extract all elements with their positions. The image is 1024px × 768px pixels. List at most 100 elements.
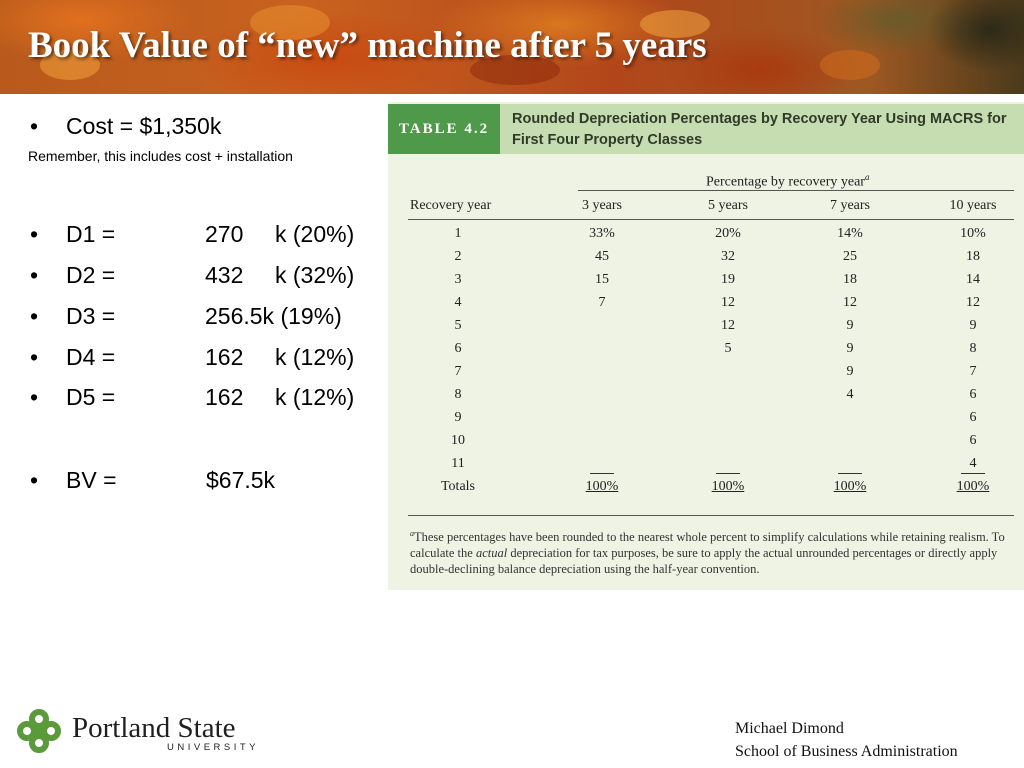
percentage-cell: 12 [843,295,857,310]
percentage-cell: 15 [595,272,609,287]
total-cell: 100% [711,479,745,494]
column-header-rule [408,219,1014,220]
recovery-year-cell: 10 [451,433,465,448]
footnote-text-start: These percentages have been rounded to t… [410,530,1005,561]
group-header: Percentage by recovery yeara [706,172,869,191]
recovery-year-cell: 3 [454,272,462,287]
university-word: UNIVERSITY [167,742,260,753]
percentage-cell: 5 [724,341,732,356]
percentage-cell: 7 [969,364,977,379]
recovery-year-cell: 4 [454,295,462,310]
column-header: Recovery year [410,198,492,213]
recovery-year-cell: 1 [454,226,462,241]
author-block: Michael Dimond School of Business Admini… [735,717,958,763]
column-sum-rule [838,473,862,474]
bullet-dot: • [30,262,39,288]
slide-title: Book Value of “new” machine after 5 year… [28,25,707,66]
percentage-cell: 9 [969,318,977,333]
percentage-cell: 7 [598,295,606,310]
table-footnote: aThese percentages have been rounded to … [410,526,1010,577]
recovery-year-cell: 11 [451,456,465,471]
percentage-cell: 25 [843,249,857,264]
macrs-table-figure: TABLE 4.2 Rounded Depreciation Percentag… [388,102,1024,590]
depreciation-unit: k (20%) [275,221,355,247]
percentage-cell: 9 [846,318,854,333]
table-number-label: TABLE 4.2 [388,104,500,154]
bullet-dot: • [30,344,39,370]
percentage-cell: 4 [969,456,977,471]
percentage-cell: 6 [969,410,977,425]
depreciation-label: D2 = [66,262,116,288]
percentage-cell: 18 [966,249,980,264]
column-sum-rule [590,473,614,474]
group-header-footnote-mark: a [864,172,870,182]
percentage-cell: 14% [837,226,863,241]
depreciation-label: D4 = [66,344,116,370]
percentage-cell: 6 [969,433,977,448]
recovery-year-cell: 8 [454,387,462,402]
percentage-cell: 12 [721,295,735,310]
percentage-cell: 32 [721,249,735,264]
group-header-text: Percentage by recovery year [706,174,865,190]
column-sum-rule [961,473,985,474]
table-title: Rounded Depreciation Percentages by Reco… [512,111,1007,148]
foliage-texture [470,55,560,85]
percentage-cell: 45 [595,249,609,264]
bullet-dot: • [30,221,39,247]
footnote-text-end: depreciation for tax purposes, be sure t… [410,546,998,577]
percentage-cell: 9 [846,364,854,379]
recovery-year-cell: 7 [454,364,462,379]
footnote-mark: a [410,529,414,538]
group-header-rule [578,190,1014,191]
column-sum-rule [716,473,740,474]
bullet-dot: • [30,113,39,139]
total-cell: 100% [956,479,990,494]
bullet-dot: • [30,467,39,493]
percentage-cell: 8 [969,341,977,356]
university-name: Portland State [72,712,236,744]
author-name: Michael Dimond [735,720,844,737]
recovery-year-cell: 2 [454,249,462,264]
percentage-cell: 10% [960,226,986,241]
percentage-cell: 9 [846,341,854,356]
total-cell: 100% [833,479,867,494]
bullet-dot: • [30,303,39,329]
table-title-bar: Rounded Depreciation Percentages by Reco… [500,104,1024,154]
bullet-dot: • [30,384,39,410]
depreciation-value: 162 [205,384,244,410]
depreciation-value: 432 [205,262,244,288]
book-value-label: BV = [66,467,117,493]
foliage-texture [250,5,330,40]
percentage-cell: 33% [589,226,615,241]
recovery-year-cell: 9 [454,410,462,425]
column-header: 5 years [707,198,749,213]
depreciation-unit: k (12%) [275,384,355,410]
recovery-year-cell: 5 [454,318,462,333]
totals-label: Totals [440,479,475,494]
school-name: School of Business Administration [735,743,958,760]
percentage-cell: 18 [843,272,857,287]
title-banner: Book Value of “new” machine after 5 year… [0,0,1024,94]
depreciation-label: D1 = [66,221,116,247]
book-value-amount: $67.5k [206,467,276,493]
depreciation-label: D3 = [66,303,116,329]
depreciation-unit: k (32%) [275,262,355,288]
cost-text: Cost = $1,350k [66,113,222,139]
depreciation-value: 270 [205,221,244,247]
column-header: 7 years [829,198,871,213]
column-header: 3 years [581,198,623,213]
foliage-texture [640,10,710,38]
percentage-cell: 4 [846,387,854,402]
percentage-cell: 12 [966,295,980,310]
cost-note: Remember, this includes cost + installat… [28,148,293,164]
recovery-year-cell: 6 [454,341,462,356]
column-header: 10 years [949,198,997,213]
total-cell: 100% [585,479,619,494]
percentage-cell: 14 [966,272,980,287]
depreciation-label: D5 = [66,384,116,410]
psu-logo-icon [16,708,62,759]
depreciation-unit: k (12%) [275,344,355,370]
depreciation-value: 162 [205,344,244,370]
percentage-cell: 12 [721,318,735,333]
depreciation-value: 256.5k (19%) [205,303,342,329]
